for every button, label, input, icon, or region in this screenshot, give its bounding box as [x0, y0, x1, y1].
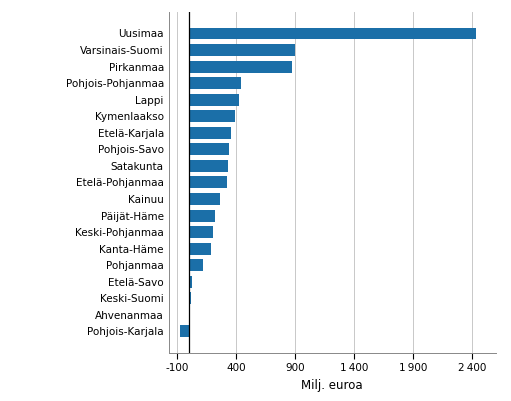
Bar: [189, 243, 211, 255]
Bar: [189, 176, 227, 188]
X-axis label: Milj. euroa: Milj. euroa: [301, 379, 363, 392]
Bar: [189, 193, 220, 205]
Bar: [180, 326, 189, 337]
Bar: [189, 276, 192, 288]
Bar: [189, 94, 239, 105]
Bar: [189, 292, 192, 304]
Bar: [189, 61, 292, 73]
Bar: [189, 144, 229, 155]
Bar: [189, 309, 190, 321]
Bar: [189, 44, 295, 56]
Bar: [189, 210, 215, 221]
Bar: [189, 160, 227, 172]
Bar: [189, 226, 214, 238]
Bar: [189, 259, 203, 271]
Bar: [189, 110, 235, 122]
Bar: [189, 77, 241, 89]
Bar: [189, 127, 230, 139]
Bar: [189, 28, 476, 39]
